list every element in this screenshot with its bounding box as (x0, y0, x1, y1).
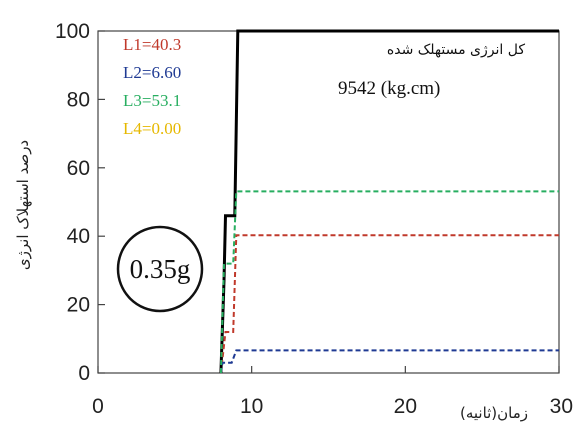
total-energy-label: کل انرژی مستهلک شده (387, 42, 525, 58)
y-tick-label: 20 (67, 294, 90, 317)
legend-l4: L4=0.00 (123, 119, 181, 138)
series-line-l1 (219, 234, 559, 374)
legend-l2: L2=6.60 (123, 63, 181, 82)
x-axis-ticks: 0 10 20 30 (92, 366, 573, 418)
y-axis-ticks: 0 20 40 60 80 100 (55, 20, 105, 385)
x-tick-label: 10 (240, 395, 263, 418)
y-tick-label: 60 (67, 157, 90, 180)
y-tick-label: 100 (55, 20, 90, 43)
y-tick-label: 0 (78, 362, 90, 385)
total-energy-value: 9542 (kg.cm) (338, 78, 440, 99)
y-axis-label: درصد استهلاک انرژی (14, 140, 32, 270)
pga-circle (116, 225, 204, 313)
pga-label: 0.35g (130, 254, 191, 284)
legend-l3: L3=53.1 (123, 91, 181, 110)
y-tick-label: 80 (67, 88, 90, 111)
series-lines (219, 29, 559, 374)
series-line-l2 (219, 349, 559, 374)
x-tick-label: 20 (394, 395, 417, 418)
y-tick-label: 40 (67, 225, 90, 248)
x-axis-label: زمان(ثانیه) (460, 404, 528, 422)
series-line-l3 (219, 190, 559, 374)
legend-l1: L1=40.3 (123, 35, 181, 54)
x-tick-label: 30 (550, 395, 573, 418)
x-tick-label: 0 (92, 395, 104, 418)
